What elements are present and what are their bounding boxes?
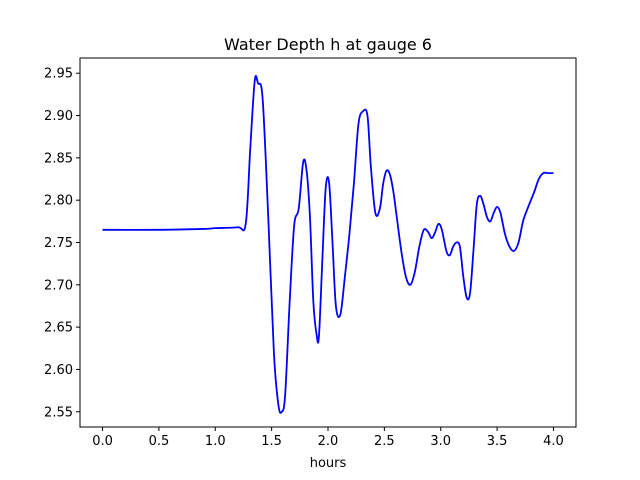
x-tick-label: 2.5 [374, 434, 395, 449]
x-tick-label: 3.5 [487, 434, 508, 449]
x-tick-label: 3.0 [430, 434, 451, 449]
chart-title: Water Depth h at gauge 6 [224, 35, 432, 54]
y-tick-label: 2.90 [44, 109, 73, 124]
series-line-0 [102, 75, 554, 414]
y-tick-label: 2.75 [44, 236, 73, 251]
y-axis: 2.55 2.60 2.65 2.70 2.75 2.80 2.85 2.90 2.95 [44, 67, 80, 420]
x-tick-label: 0.0 [92, 434, 113, 449]
x-tick-label: 1.0 [205, 434, 226, 449]
y-tick-label: 2.95 [44, 67, 73, 82]
y-tick-label: 2.85 [44, 151, 73, 166]
x-tick-label: 1.5 [261, 434, 282, 449]
x-axis: 0.0 0.5 1.0 1.5 2.0 2.5 3.0 3.5 4.0 [92, 427, 564, 449]
x-tick-label: 0.5 [149, 434, 170, 449]
plot-line-layer [102, 75, 554, 414]
plot-frame [79, 57, 577, 428]
y-tick-label: 2.65 [44, 321, 73, 336]
x-tick-label: 4.0 [543, 434, 564, 449]
y-tick-label: 2.70 [44, 278, 73, 293]
y-tick-label: 2.80 [44, 194, 73, 209]
y-tick-label: 2.55 [44, 405, 73, 420]
x-axis-label: hours [310, 456, 347, 471]
y-tick-label: 2.60 [44, 363, 73, 378]
x-tick-label: 2.0 [318, 434, 339, 449]
